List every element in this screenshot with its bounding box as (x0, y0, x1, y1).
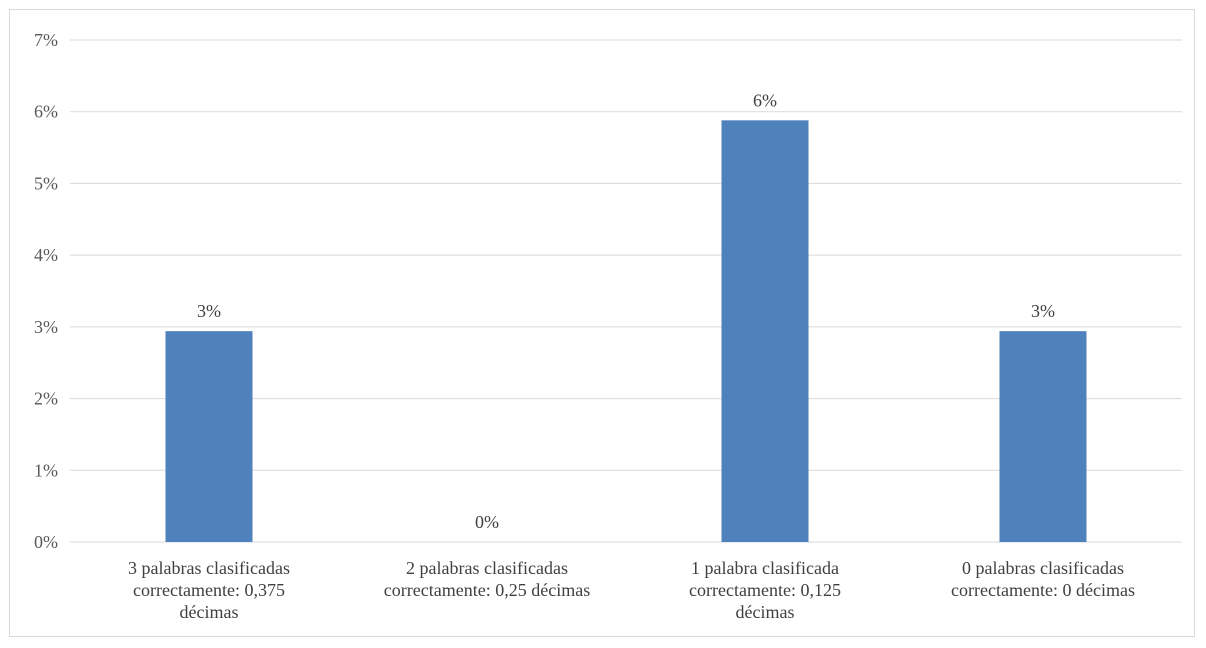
chart-frame: 0% 1% 2% 3% 4% 5% 6% 7% 3% 0% 6% 3% 3 palabras cla… (9, 9, 1195, 637)
bar (165, 331, 253, 542)
x-category-label: 3 palabras clasificadas correctamente: 0,… (128, 558, 290, 622)
y-tick-label: 2% (34, 389, 58, 409)
y-tick-label: 7% (34, 30, 58, 50)
x-category-label: 1 palabra clasificada correctamente: 0,12… (689, 558, 841, 622)
y-tick-label: 5% (34, 173, 58, 193)
y-tick-label: 1% (34, 460, 58, 480)
data-labels: 3% 0% 6% 3% (197, 90, 1055, 532)
y-tick-label: 4% (34, 245, 58, 265)
y-axis-tick-labels: 0% 1% 2% 3% 4% 5% 6% 7% (34, 30, 58, 552)
x-category-label: 0 palabras clasificadas correctamente: 0 … (951, 558, 1135, 600)
x-category-label: 2 palabras clasificadas correctamente: 0,… (384, 558, 590, 600)
y-tick-label: 6% (34, 102, 58, 122)
bars (165, 120, 1087, 542)
data-label: 0% (475, 512, 499, 532)
category-labels: 3 palabras clasificadas correctamente: 0,… (128, 558, 1135, 622)
gridlines (70, 39, 1182, 543)
data-label: 3% (197, 301, 221, 321)
y-tick-label: 0% (34, 532, 58, 552)
bar-chart: 0% 1% 2% 3% 4% 5% 6% 7% 3% 0% 6% 3% 3 palabras cla… (34, 30, 1182, 622)
data-label: 6% (753, 90, 777, 110)
y-tick-label: 3% (34, 317, 58, 337)
data-label: 3% (1031, 301, 1055, 321)
bar (721, 120, 809, 542)
bar (999, 331, 1087, 542)
